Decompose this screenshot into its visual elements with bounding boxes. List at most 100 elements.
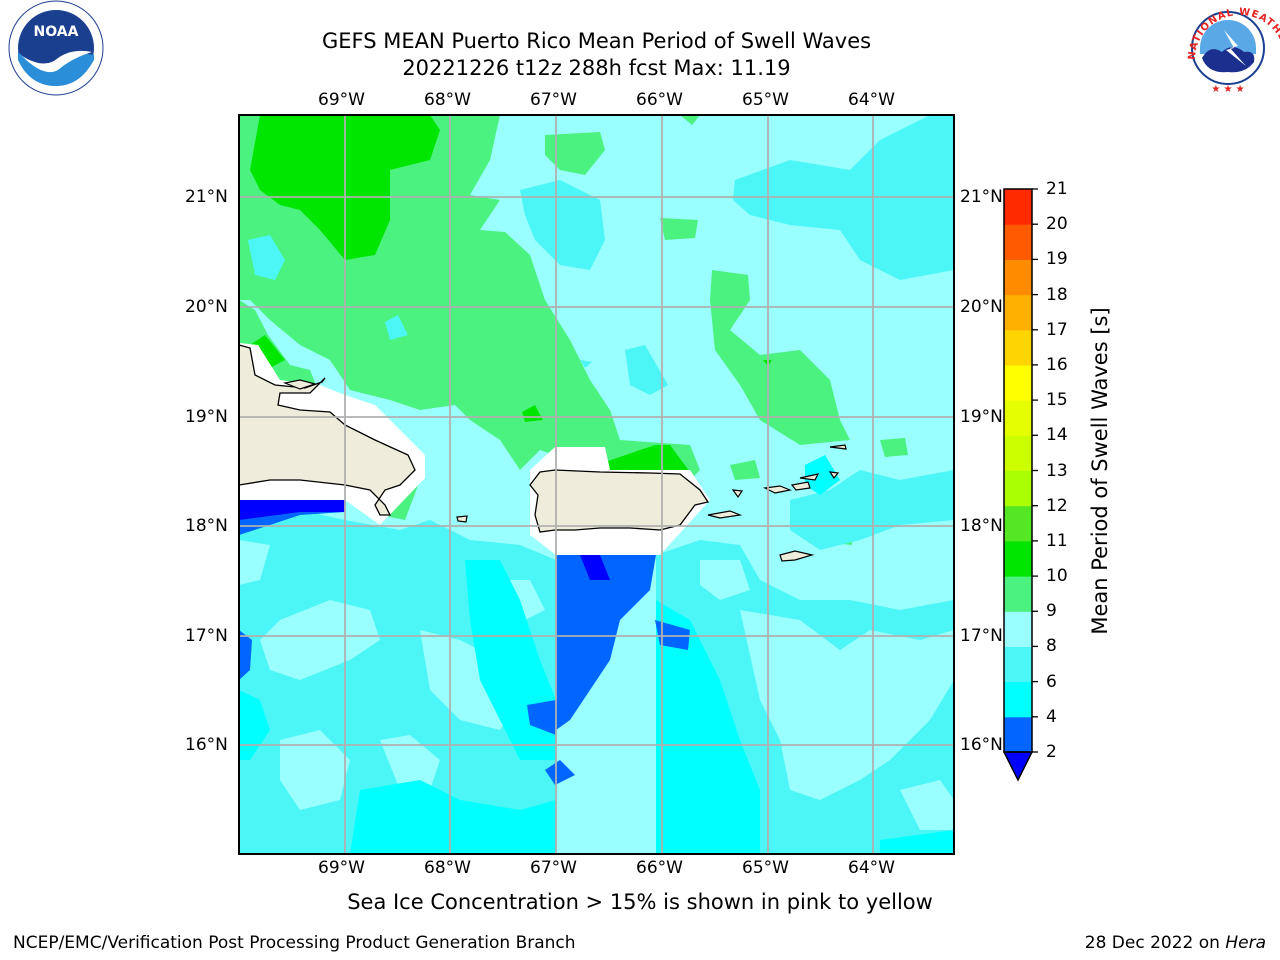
colorbar-segment xyxy=(1004,540,1032,577)
lat-label-left: 20°N xyxy=(185,297,228,317)
lat-label-right: 19°N xyxy=(960,407,1003,427)
contour-9-10-ne xyxy=(660,218,698,240)
lat-label-right: 18°N xyxy=(960,516,1003,536)
land-vi1 xyxy=(762,485,793,494)
colorbar-tick-label: 10 xyxy=(1046,566,1068,587)
contour-8-9-se3 xyxy=(900,780,954,830)
colorbar-segment xyxy=(1004,576,1032,612)
colorbar-segment xyxy=(1004,294,1032,331)
colorbar-segment xyxy=(1004,716,1032,753)
contour-6-8-north xyxy=(520,180,605,270)
lon-label-top: 67°W xyxy=(530,90,577,110)
land-vi3 xyxy=(799,473,820,481)
land-culebra xyxy=(731,489,744,499)
contour-9-10-e3 xyxy=(730,460,760,480)
contour-2-4-s4 xyxy=(545,760,575,785)
lon-label-top: 69°W xyxy=(318,90,365,110)
chart-title: GEFS MEAN Puerto Rico Mean Period of Swe… xyxy=(321,29,872,53)
land-stcroix xyxy=(779,550,815,562)
land-hisp-north xyxy=(282,379,318,390)
lon-label-bottom: 65°W xyxy=(742,858,789,878)
land-vi2 xyxy=(790,481,811,491)
lon-label-top: 65°W xyxy=(742,90,789,110)
nws-logo: NATIONAL WEATHER SERVICE ★ ★ ★ xyxy=(0,0,1280,95)
contour-10-11-pr xyxy=(605,445,690,472)
contour-9-10-e4 xyxy=(880,438,908,457)
footer-credit: NCEP/EMC/Verification Post Processing Pr… xyxy=(13,933,576,953)
colorbar-segment xyxy=(1004,259,1032,296)
lat-label-left: 16°N xyxy=(185,735,228,755)
colorbar-tick-label: 4 xyxy=(1046,706,1057,727)
lon-label-bottom: 67°W xyxy=(530,858,577,878)
contour-4-6-south xyxy=(350,780,556,854)
colorbar-segment xyxy=(1004,329,1032,366)
footer-machine: Hera xyxy=(1225,933,1266,953)
colorbar-tick-label: 8 xyxy=(1046,636,1057,657)
colorbar-under-extension xyxy=(1002,751,1034,782)
lon-label-bottom: 68°W xyxy=(424,858,471,878)
chart-subtitle: 20221226 t12z 288h fcst Max: 11.19 xyxy=(402,56,791,80)
lat-label-left: 21°N xyxy=(185,187,228,207)
colorbar-segment xyxy=(1004,400,1032,436)
contour-8-9-se1 xyxy=(740,610,954,800)
colorbar-title: Mean Period of Swell Waves [s] xyxy=(1088,307,1112,635)
lon-label-bottom: 69°W xyxy=(318,858,365,878)
contour-6-8-w2 xyxy=(385,315,408,340)
nws-stars-icon: ★ ★ ★ xyxy=(1211,84,1244,95)
colorbar-tick-label: 13 xyxy=(1046,460,1068,481)
colorbar-segment xyxy=(1004,364,1032,401)
colorbar-tick-label: 19 xyxy=(1046,249,1068,270)
colorbar-tick-label: 21 xyxy=(1046,179,1068,199)
lat-label-left: 18°N xyxy=(185,516,228,536)
contour-2-4-pr-south3 xyxy=(655,620,690,650)
colorbar-tick-label: 12 xyxy=(1046,495,1068,516)
colorbar xyxy=(1002,188,1038,782)
colorbar-segment xyxy=(1004,470,1032,507)
lon-label-bottom: 64°W xyxy=(848,858,895,878)
contour-below-2-a xyxy=(239,500,345,520)
contour-9-10-east xyxy=(710,270,850,445)
land-mona xyxy=(456,515,468,523)
contour-2-4-pr-south xyxy=(556,555,656,730)
lat-label-right: 17°N xyxy=(960,626,1003,646)
contour-2-4-sw xyxy=(239,630,252,680)
noaa-logo-text: NOAA xyxy=(34,24,79,40)
land-pr xyxy=(529,469,710,533)
colorbar-tick-label: 11 xyxy=(1046,530,1068,551)
grid-lines xyxy=(239,115,954,854)
contour-4-6-e xyxy=(805,455,840,495)
nws-logo-text: NATIONAL WEATHER SERVICE xyxy=(0,0,1280,63)
lat-label-right: 20°N xyxy=(960,297,1003,317)
lon-label-top: 66°W xyxy=(636,90,683,110)
land-anegada xyxy=(829,444,847,450)
contour-6-8-small xyxy=(580,360,592,368)
colorbar-segment xyxy=(1004,681,1032,718)
colorbar-tick-label: 9 xyxy=(1046,601,1057,622)
colorbar-tick-label: 20 xyxy=(1046,214,1068,235)
colorbar-segment xyxy=(1004,435,1032,471)
contour-8-9-s5 xyxy=(239,540,270,585)
sea-ice-note: Sea Ice Concentration > 15% is shown in … xyxy=(347,890,933,914)
map-frame xyxy=(238,114,955,855)
contour-6-8-west xyxy=(248,235,285,280)
noaa-logo: NOAA xyxy=(8,0,104,96)
colorbar-tick-label: 6 xyxy=(1046,671,1057,692)
swell-field xyxy=(239,115,954,854)
lat-label-left: 17°N xyxy=(185,626,228,646)
contour-8-9-s4 xyxy=(380,735,440,790)
contour-6-8-e xyxy=(790,470,954,550)
contour-4-6-sw xyxy=(239,690,270,760)
contour-8-9-s2 xyxy=(280,730,350,810)
lon-label-bottom: 66°W xyxy=(636,858,683,878)
footer-date-text: 28 Dec 2022 on xyxy=(1084,933,1226,953)
contour-4-6-s2 xyxy=(880,830,954,854)
contour-9-10-n2 xyxy=(545,132,605,175)
colorbar-segment xyxy=(1004,611,1032,647)
colorbar-segment xyxy=(1004,189,1032,225)
colorbar-segment xyxy=(1004,646,1032,683)
colorbar-tick-label: 14 xyxy=(1046,425,1068,446)
land-vi4 xyxy=(828,471,840,480)
colorbar-tick-label: 16 xyxy=(1046,354,1068,375)
lon-label-top: 68°W xyxy=(424,90,471,110)
